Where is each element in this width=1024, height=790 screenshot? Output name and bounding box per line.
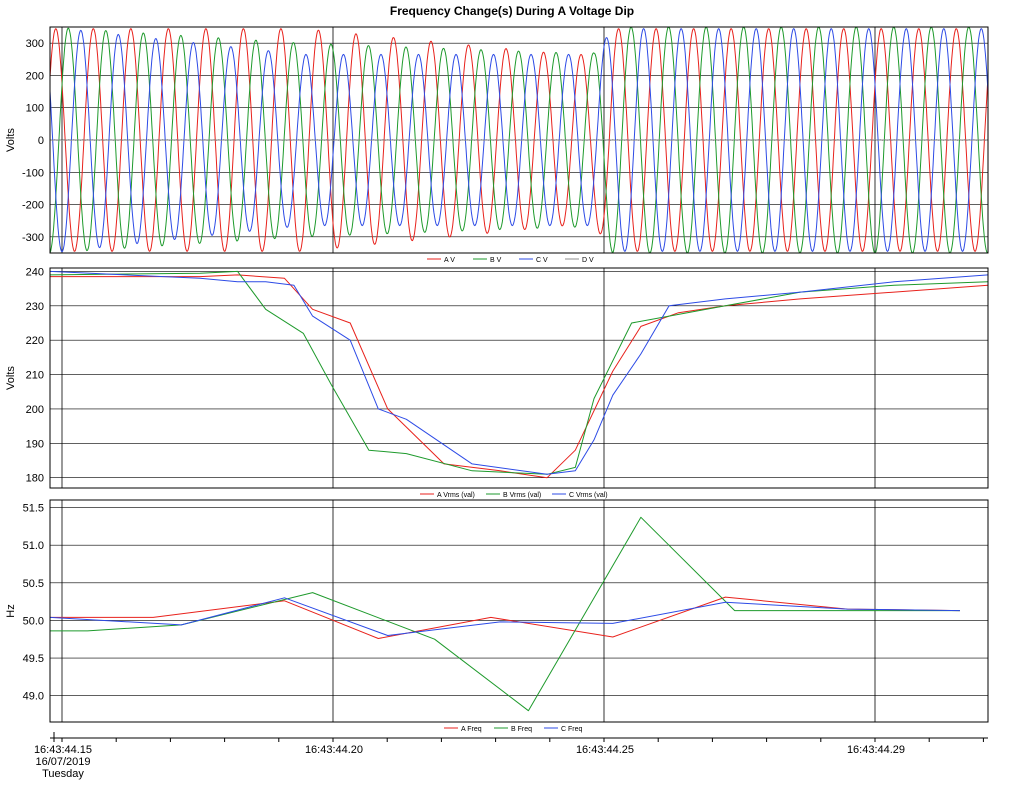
y-axis-label: Hz	[5, 604, 17, 617]
series-line-a-freq	[50, 596, 960, 639]
series-line-b-vrms-val-	[49, 270, 989, 475]
series-line-c-freq	[49, 597, 960, 636]
x-tick-label-2: 16:43:44.25	[575, 744, 635, 756]
series-line-a-vrms-val-	[50, 274, 989, 479]
series-line-d-v	[49, 139, 989, 141]
y-tick-label: 49.5	[23, 653, 44, 665]
series-line-b-v	[49, 26, 989, 254]
y-tick-label: 200	[26, 70, 44, 82]
legend-label: D V	[582, 257, 594, 264]
legend-label: C V	[536, 257, 548, 264]
y-tick-label: 49.0	[23, 691, 44, 703]
y-tick-label: 50.0	[23, 615, 44, 627]
series-line-c-vrms-val-	[49, 270, 989, 475]
y-tick-label: -100	[22, 167, 44, 179]
y-tick-label: -300	[22, 232, 44, 244]
x-tick-label-1: 16:43:44.20	[304, 744, 364, 756]
series-line-c-v	[49, 28, 989, 253]
x-weekday-label: Tuesday	[42, 768, 84, 780]
y-tick-label: -200	[22, 200, 44, 212]
y-tick-label: 300	[26, 38, 44, 50]
chart-title: Frequency Change(s) During A Voltage Dip	[389, 4, 635, 18]
y-tick-label: 100	[26, 103, 44, 115]
y-tick-label: 240	[26, 266, 44, 278]
legend-label: B V	[490, 257, 502, 264]
legend-label: A Vrms (val)	[437, 492, 475, 499]
y-tick-label: 0	[38, 135, 44, 147]
legend-label: C Vrms (val)	[569, 492, 608, 499]
y-tick-label: 230	[26, 301, 44, 313]
legend-label: A V	[444, 257, 455, 264]
y-axis-label: Volts	[5, 366, 17, 390]
y-axis-label: Volts	[5, 128, 17, 152]
x-date-label: 16/07/2019	[35, 756, 91, 768]
y-tick-label: 180	[26, 473, 44, 485]
x-tick-label-3: 16:43:44.29	[846, 744, 906, 756]
legend-label: A Freq	[461, 726, 482, 733]
y-tick-label: 50.5	[23, 578, 44, 590]
series-line-a-v	[49, 28, 989, 252]
y-tick-label: 51.0	[23, 540, 44, 552]
x-tick-label-0: 16:43:44.15	[33, 744, 93, 756]
plot-frame	[49, 499, 989, 723]
legend-label: C Freq	[561, 726, 583, 733]
y-tick-label: 190	[26, 438, 44, 450]
plot-frame	[49, 267, 989, 489]
y-tick-label: 51.5	[23, 503, 44, 515]
y-tick-label: 210	[26, 370, 44, 382]
plot-frame	[49, 26, 989, 254]
y-tick-label: 220	[26, 335, 44, 347]
legend-label: B Vrms (val)	[503, 492, 541, 499]
legend-label: B Freq	[511, 726, 532, 733]
y-tick-label: 200	[26, 404, 44, 416]
series-line-b-freq	[50, 516, 960, 712]
